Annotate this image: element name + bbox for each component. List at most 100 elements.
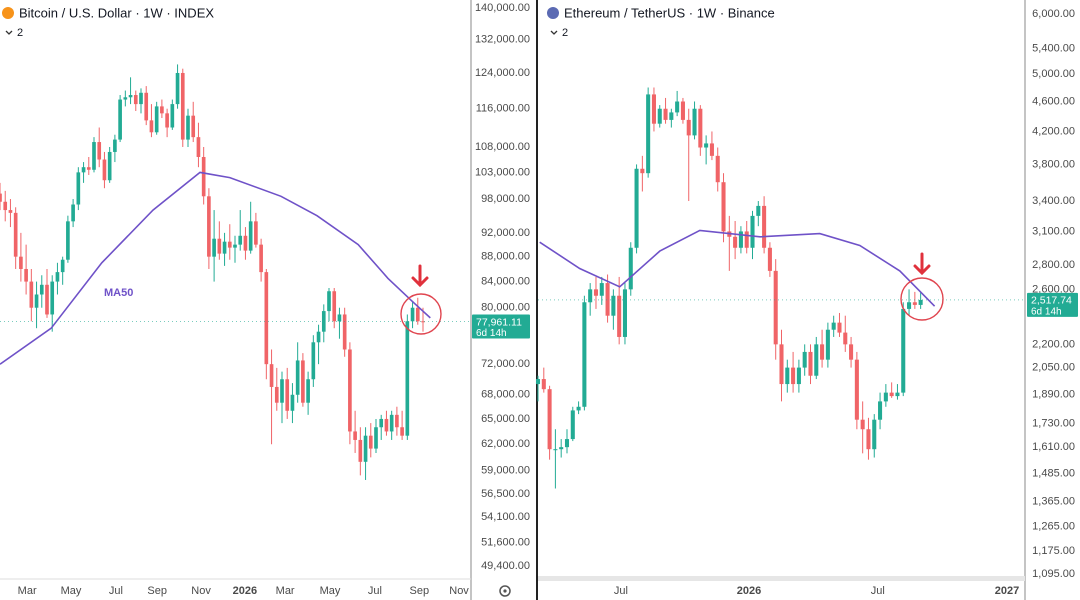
settings-icon-center	[503, 589, 507, 593]
y-tick-label: 65,000.00	[481, 413, 530, 425]
countdown: 6d 14h	[476, 328, 507, 339]
candle-body	[901, 308, 906, 393]
candle-body	[264, 272, 269, 365]
candle-body	[290, 394, 295, 411]
y-tick-label: 140,000.00	[475, 2, 530, 14]
y-tick-label: 116,000.00	[476, 103, 530, 115]
candle-body	[39, 284, 44, 295]
candle-body	[60, 259, 65, 273]
candle-body	[285, 379, 290, 411]
y-tick-label: 92,000.00	[481, 227, 530, 239]
candle-body	[144, 92, 149, 121]
candle-body	[66, 221, 70, 260]
candle-body	[854, 359, 859, 420]
y-tick-label: 84,000.00	[481, 275, 530, 287]
indicator-count[interactable]: 2	[17, 27, 23, 39]
candle-body	[259, 244, 263, 273]
candle-body	[306, 379, 310, 403]
highlight-circle	[400, 293, 442, 335]
candle-body	[180, 72, 185, 140]
x-tick-label: Jul	[109, 585, 123, 597]
candle-body	[154, 106, 159, 133]
candle-body	[831, 322, 836, 330]
x-tick-label: Jul	[368, 585, 382, 597]
candle-body	[118, 99, 122, 140]
candle-body	[368, 435, 373, 449]
candle-body	[640, 168, 645, 174]
candle-body	[76, 172, 81, 205]
candle-body	[860, 419, 865, 430]
x-tick-label: Sep	[147, 585, 167, 597]
y-tick-label: 59,000.00	[481, 465, 530, 477]
candle-body	[553, 449, 558, 451]
settings-icon[interactable]	[499, 585, 511, 597]
candle-body	[358, 439, 363, 462]
y-tick-label: 2,600.00	[1032, 283, 1075, 295]
candle-body	[274, 386, 279, 403]
candle-body	[92, 142, 96, 170]
candle-body	[733, 236, 738, 248]
candle-body	[849, 344, 854, 360]
y-tick-label: 4,200.00	[1032, 125, 1075, 137]
candle-body	[762, 205, 767, 248]
candle-body	[907, 302, 912, 309]
y-tick-label: 103,000.00	[475, 166, 530, 178]
x-tick-label: May	[320, 585, 341, 597]
candle-body	[715, 155, 720, 183]
candle-body	[196, 137, 201, 157]
y-tick-label: 88,000.00	[481, 251, 530, 263]
candle-body	[113, 139, 117, 152]
candle-body	[123, 97, 128, 100]
candle-body	[8, 210, 13, 213]
x-tick-label: Mar	[276, 585, 295, 597]
candle-body	[605, 283, 610, 316]
y-tick-label: 1,365.00	[1032, 495, 1075, 507]
candle-body	[669, 112, 674, 120]
candle-body	[327, 291, 331, 312]
symbol-title: Ethereum / TetherUS · 1W · Binance	[564, 5, 775, 20]
candle-body	[29, 281, 34, 308]
candle-body	[405, 321, 410, 436]
y-tick-label: 49,400.00	[481, 560, 530, 572]
collapse-icon[interactable]	[5, 30, 13, 35]
candle-body	[796, 367, 801, 385]
last-price-label: 2,517.74	[1031, 295, 1072, 307]
candle-body	[160, 106, 164, 114]
candle-body	[353, 431, 357, 440]
candle-body	[634, 168, 639, 248]
candle-body	[348, 349, 352, 432]
candle-body	[698, 108, 703, 148]
indicator-count[interactable]: 2	[562, 27, 568, 39]
candle-body	[19, 256, 23, 269]
y-tick-label: 6,000.00	[1032, 8, 1075, 20]
candle-body	[808, 351, 813, 376]
candle-body	[321, 311, 326, 332]
candle-body	[779, 344, 784, 385]
candle-body	[756, 205, 761, 216]
y-tick-label: 3,400.00	[1032, 195, 1075, 207]
candle-body	[337, 314, 342, 322]
candle-body	[217, 238, 222, 254]
candle-body	[421, 321, 425, 323]
candle-body	[379, 418, 384, 428]
candle-body	[686, 119, 691, 136]
y-tick-label: 1,610.00	[1032, 441, 1075, 453]
candle-body	[81, 167, 86, 173]
candle-body	[34, 294, 39, 308]
x-tick-label: 2026	[233, 585, 257, 597]
y-tick-label: 4,600.00	[1032, 95, 1075, 107]
y-tick-label: 80,000.00	[481, 302, 530, 314]
candle-body	[791, 367, 796, 385]
candle-body	[738, 231, 743, 248]
candle-body	[744, 231, 749, 248]
candle-body	[13, 212, 18, 257]
candle-body	[128, 95, 133, 98]
y-tick-label: 62,000.00	[481, 438, 530, 450]
candle-body	[269, 364, 274, 387]
collapse-icon[interactable]	[550, 30, 558, 35]
candle-body	[622, 289, 627, 337]
candle-body	[675, 101, 680, 113]
candle-body	[593, 289, 599, 296]
y-tick-label: 2,050.00	[1032, 362, 1075, 374]
